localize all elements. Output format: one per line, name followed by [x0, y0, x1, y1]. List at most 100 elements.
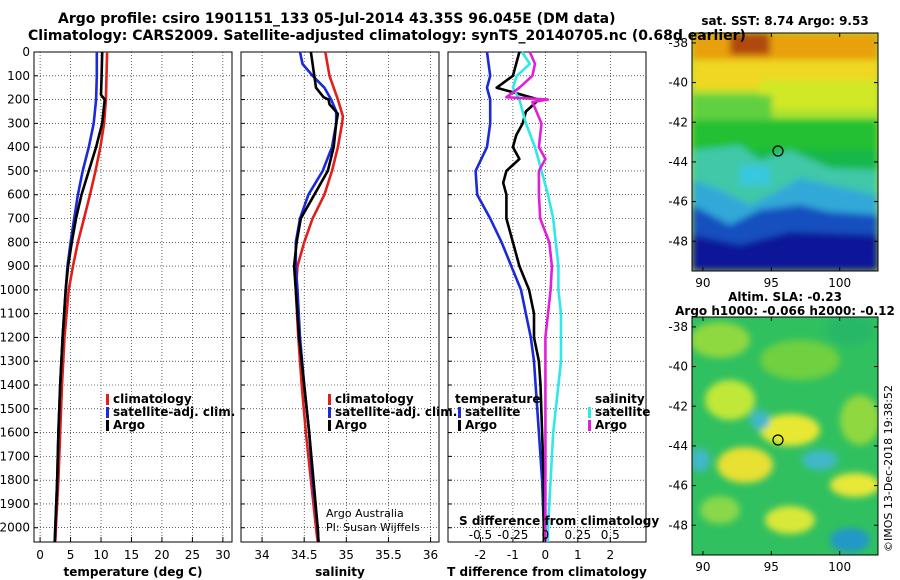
diff-legend-salinity-title: salinity — [595, 392, 645, 406]
sst-map-frame — [691, 32, 879, 272]
s-diff-tick-label: -0.25 — [497, 528, 528, 542]
difference-legend: temperature satellite Argo salinity sate… — [455, 392, 650, 432]
depth-label: 800 — [7, 235, 30, 249]
temp-legend-satellite: satellite-adj. clim. — [113, 405, 235, 419]
map-xtick-label: 100 — [828, 560, 851, 574]
argo-australia-note: Argo Australia — [326, 507, 404, 520]
xtick-label: 30 — [215, 548, 230, 562]
diff-legend-sal-satellite: satellite — [595, 405, 650, 419]
depth-label: 900 — [7, 259, 30, 273]
temp-legend-argo: Argo — [113, 418, 145, 432]
map-xtick-label: 90 — [695, 276, 710, 290]
xtick-label: 15 — [124, 548, 139, 562]
map-ytick-label: -48 — [668, 234, 688, 248]
temperature-legend: climatology satellite-adj. clim. Argo — [106, 392, 235, 432]
map-ytick-label: -38 — [668, 36, 688, 50]
salinity-xlabel: salinity — [315, 565, 365, 579]
map-ytick-label: -40 — [668, 360, 688, 374]
diff-legend-temperature-title: temperature — [455, 392, 540, 406]
series-temperature-argo — [495, 51, 546, 542]
map-ytick-label: -42 — [668, 399, 688, 413]
depth-label: 700 — [7, 212, 30, 226]
sst-heatmap — [692, 33, 878, 271]
depth-label: 200 — [7, 93, 30, 107]
s-diff-tick-label: 0.5 — [601, 528, 620, 542]
depth-label: 1800 — [0, 473, 30, 487]
pi-note: PI: Susan Wijffels — [326, 521, 420, 534]
difference-panel: -2 -1 0 1 2 -0.5 -0.25 0 0.25 0.5 — [447, 51, 647, 562]
diff-legend-temp-satellite: satellite — [465, 405, 520, 419]
salinity-legend: climatology satellite-adj. clim. Argo — [328, 392, 457, 432]
difference-grid — [448, 51, 646, 542]
sst-axis: 90 95 100 -38 -40 -42 -44 -46 -48 — [668, 33, 878, 290]
salinity-grid — [241, 51, 439, 542]
map-ytick-label: -48 — [668, 518, 688, 532]
salinity-axis: 34 34.5 35 35.5 36 — [241, 51, 438, 562]
xtick-label: 34 — [254, 548, 269, 562]
sal-legend-climatology: climatology — [335, 392, 414, 406]
depth-label: 2000 — [0, 521, 30, 535]
salinity-lines — [292, 51, 345, 543]
depth-label: 600 — [7, 188, 30, 202]
temperature-axis: 0 5 10 15 20 25 300100200300400500600700800900… — [0, 45, 231, 562]
depth-label: 0 — [22, 45, 30, 59]
sla-argo-marker — [772, 434, 784, 446]
xtick-label: -2 — [474, 548, 486, 562]
map-ytick-label: -44 — [668, 439, 688, 453]
salinity-panel-frame — [240, 51, 440, 543]
xtick-label: 36 — [423, 548, 438, 562]
sal-legend-argo: Argo — [335, 418, 367, 432]
series-climatology — [54, 51, 109, 543]
temperature-panel: 0 5 10 15 20 25 300100200300400500600700800900… — [0, 45, 233, 562]
depth-label: 400 — [7, 140, 30, 154]
temperature-xlabel: temperature (deg C) — [64, 565, 203, 579]
sla-title: Altim. SLA: -0.23 — [728, 290, 842, 304]
xtick-label: 10 — [93, 548, 108, 562]
temperature-lines — [53, 51, 109, 543]
map-ytick-label: -40 — [668, 76, 688, 90]
depth-label: 1000 — [0, 283, 30, 297]
map-xtick-label: 100 — [828, 276, 851, 290]
salinity-panel: 34 34.5 35 35.5 36 — [240, 51, 440, 562]
map-ytick-label: -46 — [668, 195, 688, 209]
xtick-label: 0 — [36, 548, 44, 562]
sla-axis: 90 95 100 -38 -40 -42 -44 -46 -48 — [668, 317, 878, 574]
depth-label: 1200 — [0, 330, 30, 344]
series-salinity-argo — [505, 51, 554, 542]
map-xtick-label: 90 — [695, 560, 710, 574]
sst-map: 90 95 100 -38 -40 -42 -44 -46 -48 — [668, 32, 879, 290]
xtick-label: 35.5 — [375, 548, 402, 562]
difference-lines — [474, 51, 563, 542]
diff-legend-temp-argo: Argo — [465, 418, 497, 432]
series-argo — [53, 51, 106, 543]
sal-legend-satellite: satellite-adj. clim. — [335, 405, 457, 419]
depth-label: 300 — [7, 116, 30, 130]
map-ytick-label: -44 — [668, 155, 688, 169]
difference-xlabel: T difference from climatology — [447, 565, 647, 579]
xtick-label: 2 — [606, 548, 614, 562]
series-argo — [292, 51, 340, 543]
s-diff-tick-label: -0.5 — [469, 528, 492, 542]
xtick-label: 25 — [185, 548, 200, 562]
s-diff-tick-label: 0 — [542, 528, 550, 542]
xtick-label: 5 — [67, 548, 75, 562]
map-xtick-label: 95 — [764, 560, 779, 574]
series-climatology — [294, 51, 345, 543]
depth-label: 1700 — [0, 449, 30, 463]
depth-label: 1400 — [0, 378, 30, 392]
sla-map-frame — [691, 316, 879, 556]
s-diff-axis-title: S difference from climatology — [459, 514, 659, 528]
map-ytick-label: -46 — [668, 479, 688, 493]
xtick-label: 0 — [542, 548, 550, 562]
map-xtick-label: 95 — [764, 276, 779, 290]
diff-legend-sal-argo: Argo — [595, 418, 627, 432]
depth-label: 1600 — [0, 426, 30, 440]
xtick-label: 20 — [154, 548, 169, 562]
depth-label: 1500 — [0, 402, 30, 416]
difference-axis: -2 -1 0 1 2 -0.5 -0.25 0 0.25 0.5 — [448, 51, 620, 562]
title-line-1: Argo profile: csiro 1901151_133 05-Jul-2… — [58, 11, 616, 27]
title-line-2: Climatology: CARS2009. Satellite-adjuste… — [28, 28, 746, 44]
depth-label: 100 — [7, 69, 30, 83]
s-diff-tick-label: 0.25 — [564, 528, 591, 542]
